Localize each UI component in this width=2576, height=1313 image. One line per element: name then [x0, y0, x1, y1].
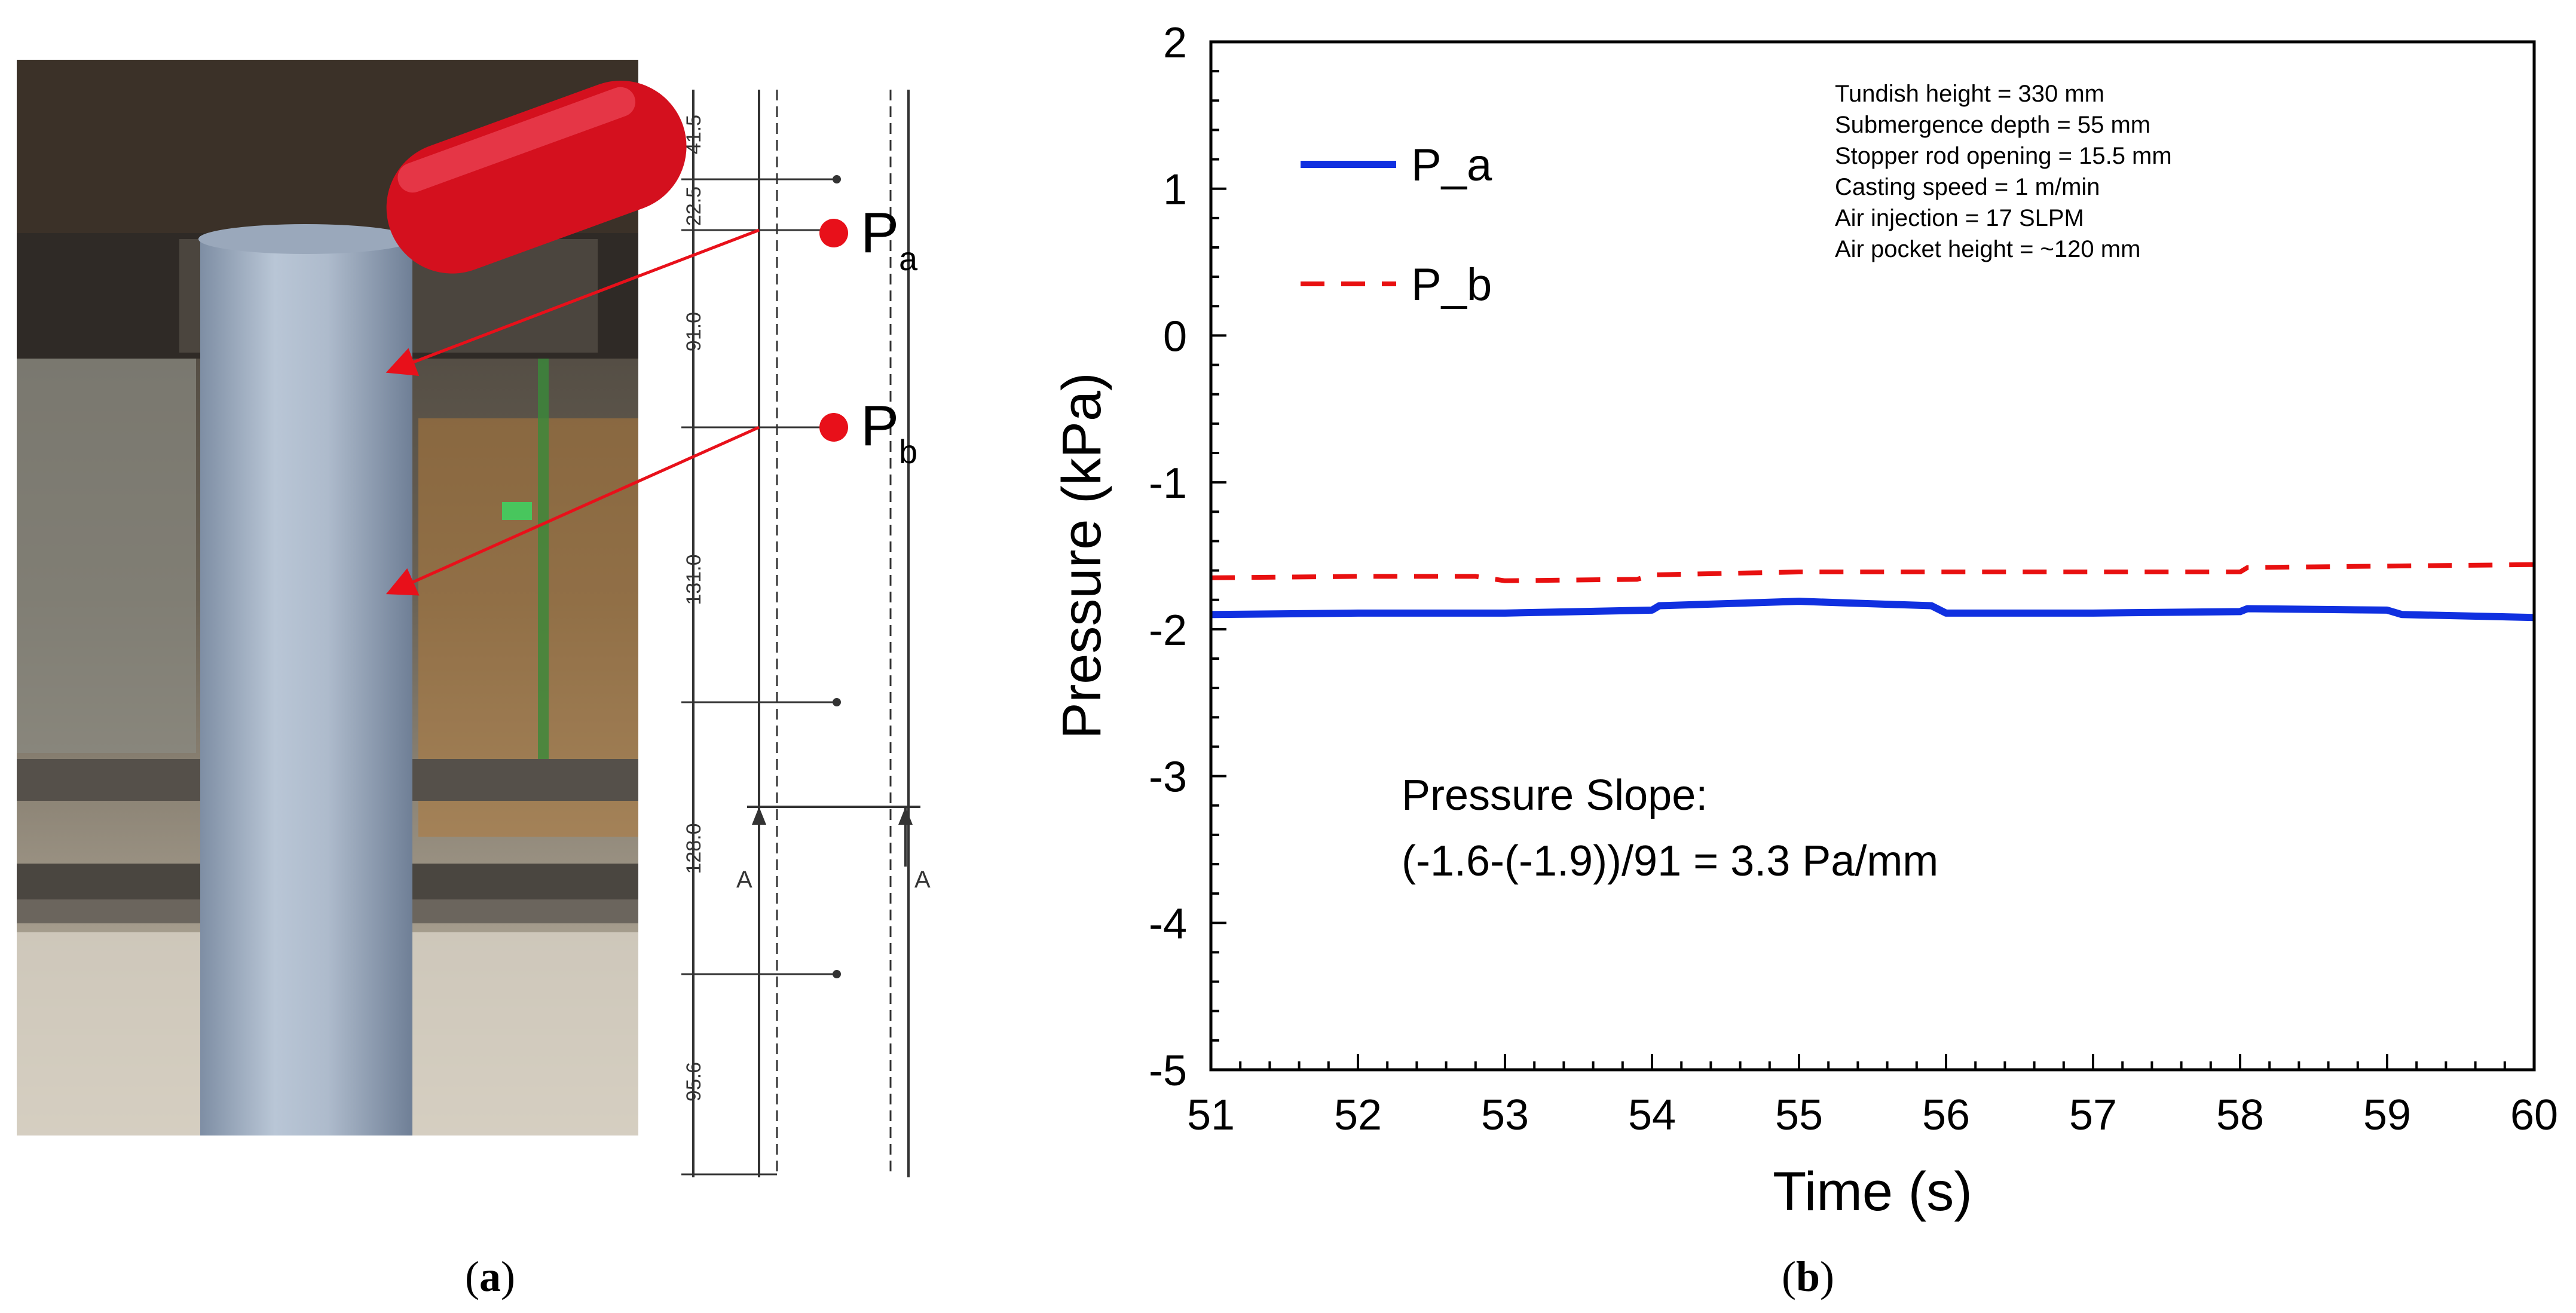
dimension-label: 41.5 [683, 115, 705, 154]
experiment-photo [17, 60, 687, 1136]
panel-a: 41.5 22.5 91.0 131.0 128.0 95.6 A A Pa P… [0, 0, 1016, 1313]
label-pb: Pb [861, 394, 917, 470]
plot-frame [1209, 40, 2536, 1072]
y-tick-label: 2 [1163, 19, 1187, 67]
arrow-pa [386, 228, 760, 377]
condition-line: Submergence depth = 55 mm [1835, 112, 2150, 138]
legend: P_a P_b [1301, 140, 1492, 310]
arrow-pb [386, 426, 760, 596]
marker-pa [819, 219, 848, 247]
x-tick-label: 59 [2363, 1091, 2411, 1139]
y-tick-label: -5 [1149, 1047, 1187, 1095]
dimension-label: 95.6 [683, 1062, 705, 1101]
series-line-p-a [1210, 598, 2535, 622]
y-tick-label: -3 [1149, 754, 1187, 801]
section-label-right: A [914, 867, 931, 893]
legend-label-p-a: P_a [1411, 140, 1492, 191]
section-label-left: A [736, 867, 752, 893]
condition-line: Stopper rod opening = 15.5 mm [1835, 143, 2172, 169]
x-tick-label: 53 [1481, 1091, 1529, 1139]
series-line-p-b [1210, 562, 2535, 583]
panel-b: 2 1 0 -1 -2 -3 -4 -5 51 52 53 54 55 56 57 58 59 60 Time … [1016, 0, 2576, 1313]
condition-line: Air pocket height = ~120 mm [1835, 236, 2140, 262]
pressure-chart: 2 1 0 -1 -2 -3 -4 -5 51 52 53 54 55 56 57 58 59 60 Time … [1051, 19, 2558, 1300]
y-axis-label: Pressure (kPa) [1051, 372, 1112, 739]
dimension-label: 22.5 [683, 186, 705, 226]
caption-b: (b) [1782, 1253, 1834, 1300]
slope-formula: (-1.6-(-1.9))/91 = 3.3 Pa/mm [1402, 837, 1938, 885]
y-tick-labels: 2 1 0 -1 -2 -3 -4 -5 [1149, 19, 1187, 1095]
technical-drawing [681, 90, 920, 1177]
x-tick-label: 56 [1922, 1091, 1970, 1139]
data-series [1210, 562, 2535, 622]
x-tick-labels: 51 52 53 54 55 56 57 58 59 60 [1187, 1091, 2558, 1139]
x-tick-label: 52 [1334, 1091, 1382, 1139]
panel-a-figure: 41.5 22.5 91.0 131.0 128.0 95.6 A A Pa P… [17, 60, 931, 1300]
legend-label-p-b: P_b [1411, 259, 1492, 310]
label-pa: Pa [861, 201, 918, 277]
condition-line: Tundish height = 330 mm [1835, 81, 2104, 107]
slope-title: Pressure Slope: [1402, 772, 1708, 819]
y-tick-label: -2 [1149, 607, 1187, 654]
y-tick-label: 0 [1163, 313, 1187, 360]
y-tick-label: 1 [1163, 166, 1187, 214]
experiment-conditions: Tundish height = 330 mm Submergence dept… [1835, 81, 2172, 262]
dimension-label: 128.0 [683, 823, 705, 874]
y-tick-label: -1 [1149, 460, 1187, 507]
x-tick-label: 60 [2510, 1091, 2558, 1139]
dimension-label: 91.0 [683, 312, 705, 351]
x-tick-label: 55 [1775, 1091, 1823, 1139]
x-tick-label: 57 [2069, 1091, 2117, 1139]
dimension-label: 131.0 [683, 554, 705, 605]
y-tick-label: -4 [1149, 900, 1187, 948]
x-axis-label: Time (s) [1773, 1161, 1972, 1222]
x-tick-label: 51 [1187, 1091, 1235, 1139]
marker-pb [819, 413, 848, 442]
condition-line: Casting speed = 1 m/min [1835, 174, 2100, 200]
x-tick-label: 54 [1628, 1091, 1676, 1139]
condition-line: Air injection = 17 SLPM [1835, 205, 2084, 231]
x-tick-label: 58 [2216, 1091, 2264, 1139]
caption-a: (a) [465, 1253, 515, 1300]
